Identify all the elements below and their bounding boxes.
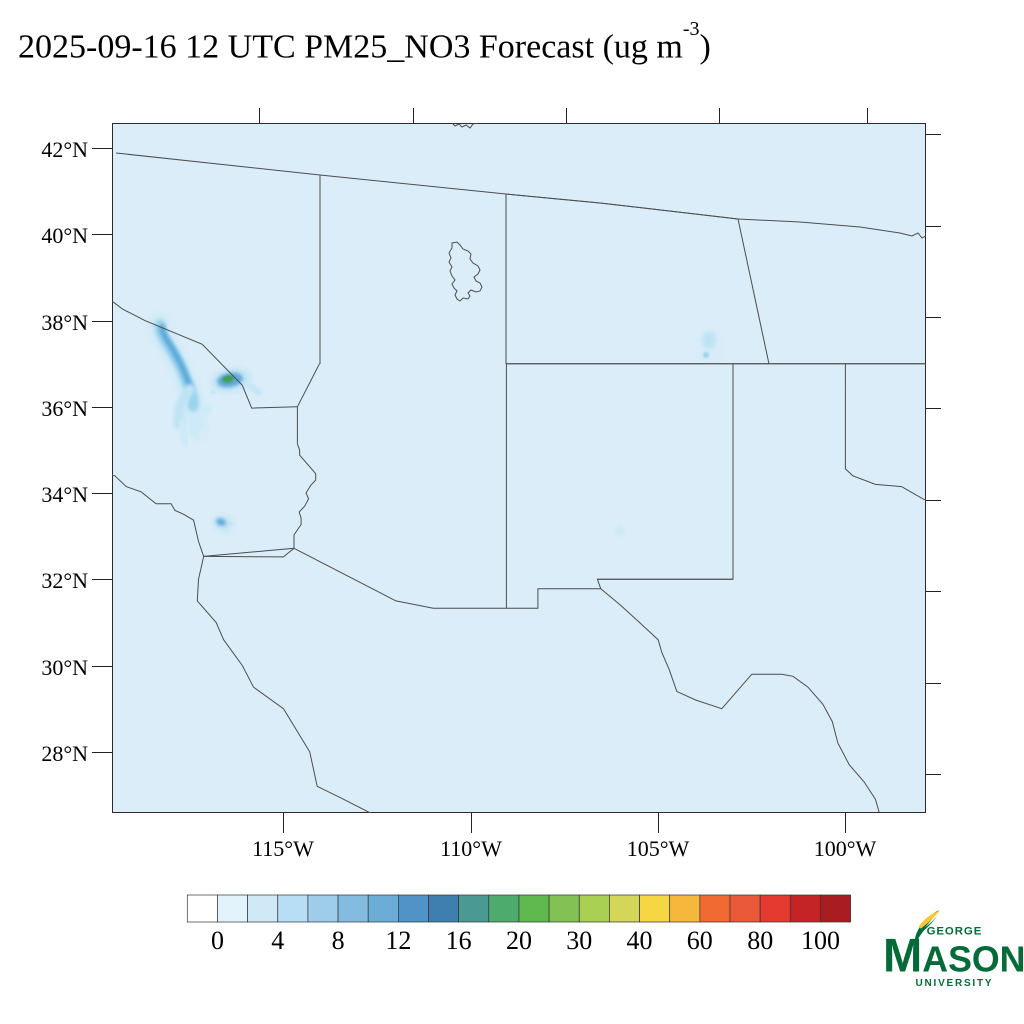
svg-text:GEORGE: GEORGE xyxy=(927,925,983,937)
svg-text:UNIVERSITY: UNIVERSITY xyxy=(915,978,993,989)
svg-text:ASON: ASON xyxy=(922,940,1024,980)
